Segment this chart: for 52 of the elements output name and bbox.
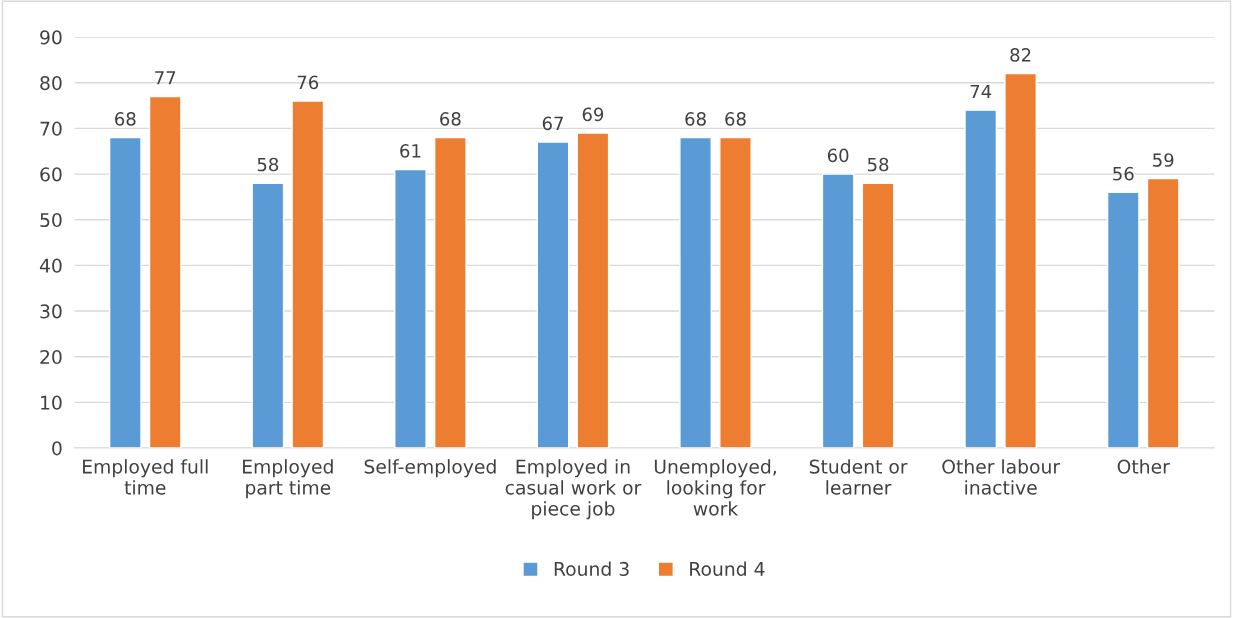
bar	[576, 132, 610, 449]
y-tick-label: 20	[40, 349, 62, 365]
bar	[821, 173, 855, 449]
x-tick-label: Other labour inactive	[942, 459, 1061, 495]
bar	[394, 168, 427, 449]
y-tick-label: 60	[40, 167, 62, 182]
data-label: 68	[685, 112, 706, 126]
data-label: 68	[440, 112, 461, 126]
x-tick-label: Employed in casual work or piece job	[505, 459, 642, 520]
bar	[108, 136, 142, 449]
bar	[433, 136, 467, 449]
bar	[291, 100, 325, 449]
data-label: 58	[257, 157, 279, 172]
x-tick-label: Self-employed	[364, 459, 496, 478]
data-label: 74	[970, 84, 992, 99]
bar	[251, 182, 285, 449]
data-label: 69	[582, 107, 604, 122]
y-tick-label: 30	[40, 304, 62, 319]
bar	[719, 136, 752, 449]
data-label: 82	[1010, 48, 1031, 62]
y-tick-label: 40	[39, 258, 62, 273]
bar	[679, 136, 712, 449]
y-tick-label: 50	[40, 212, 62, 228]
bar	[861, 182, 895, 449]
data-label: 59	[1153, 153, 1174, 167]
legend-label: Round 3	[554, 561, 629, 577]
legend-label: Round 4	[690, 561, 765, 577]
data-label: 68	[725, 112, 746, 126]
data-label: 61	[400, 144, 421, 158]
x-tick-label: Employed part time	[243, 459, 333, 499]
data-label: 67	[542, 116, 563, 131]
y-tick-label: 80	[40, 75, 62, 91]
y-tick-label: 0	[52, 441, 62, 456]
data-label: 77	[155, 71, 176, 85]
bar	[148, 95, 182, 449]
x-tick-label: Other	[1117, 459, 1170, 474]
data-label: 56	[1113, 166, 1134, 181]
y-tick-label: 70	[40, 121, 62, 136]
data-label: 60	[827, 148, 849, 163]
x-tick-label: Student or learner	[809, 459, 908, 495]
x-tick-label: Unemployed, looking for work	[654, 459, 776, 516]
y-tick-label: 90	[40, 30, 62, 45]
bar	[1106, 191, 1140, 449]
bar	[1146, 177, 1180, 449]
y-tick-label: 10	[41, 395, 62, 410]
data-label: 58	[867, 157, 889, 172]
x-tick-label: Employed full time	[83, 459, 208, 495]
bar	[1004, 72, 1037, 449]
bar	[964, 109, 998, 449]
bar	[536, 141, 570, 449]
data-label: 76	[297, 75, 319, 90]
data-label: 68	[115, 112, 136, 126]
